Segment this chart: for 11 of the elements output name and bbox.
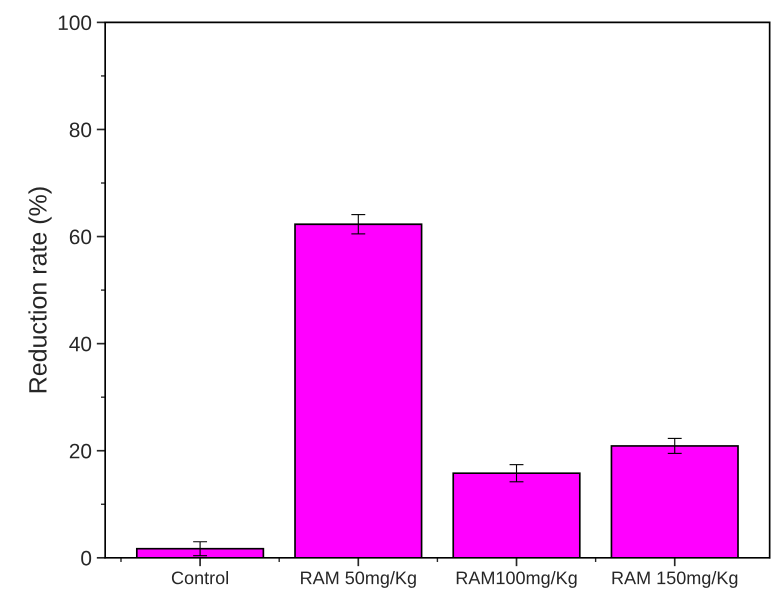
x-tick-label: Control [172, 571, 228, 584]
y-tick-label: 20 [70, 444, 92, 458]
y-tick-label: 0 [81, 550, 92, 566]
y-tick-label: 60 [70, 230, 92, 244]
y-tick-label: 100 [58, 15, 92, 30]
y-tick-label: 80 [70, 122, 92, 138]
x-tick-label: RAM100mg/Kg [456, 571, 577, 588]
x-tick-label: RAM 50mg/Kg [301, 571, 416, 588]
y-tick-label: 40 [69, 336, 92, 352]
x-tick-label: RAM 150mg/Kg [612, 571, 738, 588]
y-axis-title: Reduction rate (%) [28, 187, 52, 392]
